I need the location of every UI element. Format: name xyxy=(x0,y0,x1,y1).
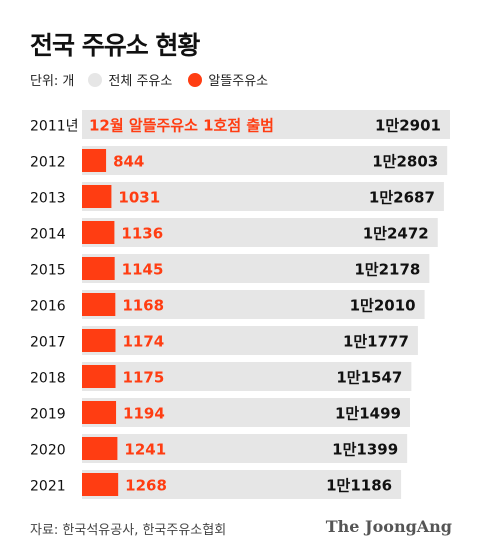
alddeul-value-label-2: 1031 xyxy=(118,189,160,207)
alddeul-bar-10 xyxy=(82,473,119,496)
alddeul-bar-1 xyxy=(82,149,107,172)
alddeul-bar-7 xyxy=(82,365,116,388)
legend-item-total: 전체 주유소 xyxy=(88,70,172,89)
alddeul-value-label-9: 1241 xyxy=(124,441,166,459)
total-bar-3 xyxy=(82,218,438,247)
category-label-8: 2019 xyxy=(30,407,66,423)
total-bar-9 xyxy=(82,434,408,463)
category-label-7: 2018 xyxy=(30,371,66,387)
alddeul-bar-6 xyxy=(82,329,116,352)
alddeul-value-label-0: 12월 알뜰주유소 1호점 출범 xyxy=(89,117,274,135)
alddeul-value-label-6: 1174 xyxy=(122,333,164,351)
category-label-10: 2021 xyxy=(30,479,66,495)
total-bar-0 xyxy=(82,110,450,139)
alddeul-value-label-7: 1175 xyxy=(123,369,165,387)
legend-item-alddeul: 알뜰주유소 xyxy=(188,70,268,89)
total-value-label-6: 1만1777 xyxy=(343,333,409,351)
total-bar-1 xyxy=(82,146,448,175)
total-value-label-7: 1만1547 xyxy=(336,369,402,387)
category-label-4: 2015 xyxy=(30,263,66,279)
total-value-label-2: 1만2687 xyxy=(369,189,435,207)
alddeul-bar-3 xyxy=(82,221,115,244)
total-value-label-4: 1만2178 xyxy=(354,261,420,279)
total-bar-10 xyxy=(82,470,402,499)
alddeul-value-label-3: 1136 xyxy=(121,225,163,243)
alddeul-value-label-5: 1168 xyxy=(122,297,164,315)
alddeul-value-label-10: 1268 xyxy=(125,477,167,495)
alddeul-value-label-4: 1145 xyxy=(122,261,164,279)
category-label-5: 2016 xyxy=(30,299,66,315)
alddeul-value-label-1: 844 xyxy=(113,153,144,171)
alddeul-bar-9 xyxy=(82,437,118,460)
chart-title: 전국 주유소 현황 xyxy=(30,31,200,60)
total-value-label-5: 1만2010 xyxy=(350,297,416,315)
legend: 단위: 개 전체 주유소 알뜰주유소 xyxy=(30,70,284,89)
total-bar-4 xyxy=(82,254,430,283)
total-bar-6 xyxy=(82,326,418,355)
category-label-1: 2012 xyxy=(30,155,66,171)
alddeul-bar-5 xyxy=(82,293,116,316)
alddeul-bar-8 xyxy=(82,401,117,424)
total-bar-2 xyxy=(82,182,444,211)
publisher-credit: The JoongAng xyxy=(325,517,452,536)
unit-label: 단위: 개 xyxy=(30,74,75,89)
total-value-label-0: 1만2901 xyxy=(375,117,441,135)
total-value-label-3: 1만2472 xyxy=(363,225,429,243)
category-label-9: 2020 xyxy=(30,443,66,459)
category-label-6: 2017 xyxy=(30,335,66,351)
legend-label-alddeul: 알뜰주유소 xyxy=(208,74,269,89)
alddeul-bar-4 xyxy=(82,257,115,280)
category-label-3: 2014 xyxy=(30,227,66,243)
category-label-2: 2013 xyxy=(30,191,66,207)
total-value-label-10: 1만1186 xyxy=(326,477,392,495)
legend-swatch-alddeul xyxy=(188,72,203,87)
total-bar-7 xyxy=(82,362,412,391)
total-value-label-9: 1만1399 xyxy=(332,441,398,459)
total-bar-8 xyxy=(82,398,411,427)
legend-label-total: 전체 주유소 xyxy=(108,74,173,89)
total-bar-5 xyxy=(82,290,425,319)
alddeul-value-label-8: 1194 xyxy=(123,405,165,423)
total-value-label-8: 1만1499 xyxy=(335,405,401,423)
alddeul-bar-2 xyxy=(82,185,112,208)
source-note: 자료: 한국석유공사, 한국주유소협회 xyxy=(30,523,227,538)
category-label-0: 2011년 xyxy=(30,119,79,135)
total-value-label-1: 1만2803 xyxy=(372,153,438,171)
legend-swatch-total xyxy=(88,72,103,87)
